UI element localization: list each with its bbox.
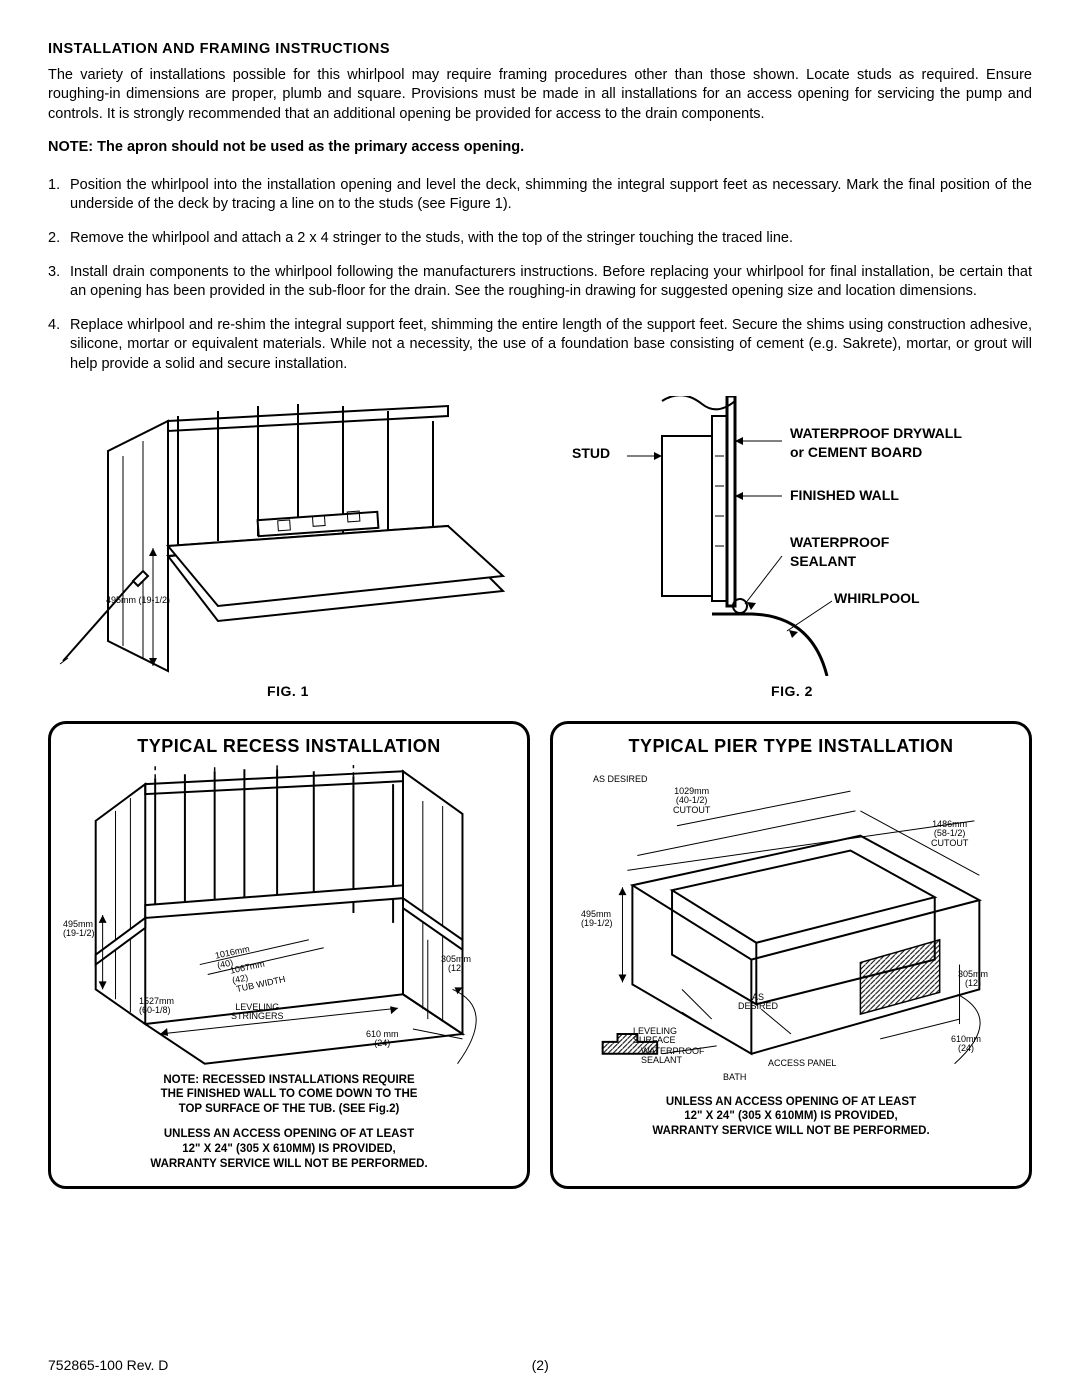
pB-asdesired2: AS DESIRED (738, 993, 778, 1013)
footer-page: (2) (532, 1356, 549, 1375)
pB-acc: ACCESS PANEL (768, 1059, 836, 1069)
step-num: 3. (48, 263, 70, 302)
figure-1: 495mm (19-1/2) FIG. 1 (48, 396, 528, 701)
pA-d5: 305mm (12) (441, 955, 471, 975)
fig2-c2: FINISHED WALL (790, 486, 899, 505)
pB-d5: 610mm (24) (951, 1035, 981, 1055)
fig2-c1: WATERPROOF DRYWALL or CEMENT BOARD (790, 424, 962, 462)
pA-leveling: LEVELING STRINGERS (231, 1003, 284, 1023)
page-footer: 752865-100 Rev. D (2) (48, 1356, 1032, 1375)
panel-pier: TYPICAL PIER TYPE INSTALLATION (550, 721, 1032, 1189)
intro-text: The variety of installations possible fo… (48, 66, 1032, 125)
pB-d1: 1029mm (40-1/2) CUTOUT (673, 787, 710, 817)
lower-panels-row: TYPICAL RECESS INSTALLATION (48, 721, 1032, 1189)
step-num: 4. (48, 316, 70, 375)
pA-d6: 610 mm (24) (366, 1030, 399, 1050)
panel-a-diagram (61, 765, 517, 1065)
fig2-label: FIG. 2 (552, 682, 1032, 701)
pA-note2: UNLESS AN ACCESS OPENING OF AT LEAST 12"… (61, 1127, 517, 1172)
step-num: 1. (48, 176, 70, 215)
step-text: Position the whirlpool into the installa… (70, 176, 1032, 215)
pB-d2: 1486mm (58-1/2) CUTOUT (931, 820, 968, 850)
pB-lev: LEVELING SURFACE (633, 1027, 677, 1047)
step-num: 2. (48, 229, 70, 249)
pA-d2: 1527mm (60-1/8) (139, 997, 174, 1017)
pB-bath: BATH (723, 1073, 746, 1083)
note-text: NOTE: The apron should not be used as th… (48, 138, 1032, 158)
pA-d1: 495mm (19-1/2) (63, 920, 95, 940)
pB-d3: 495mm (19-1/2) (581, 910, 613, 930)
panel-recess: TYPICAL RECESS INSTALLATION (48, 721, 530, 1189)
fig2-stud-label: STUD (572, 444, 610, 463)
step-text: Install drain components to the whirlpoo… (70, 263, 1032, 302)
footer-left: 752865-100 Rev. D (48, 1356, 168, 1375)
pB-d4: 305mm (12) (958, 970, 988, 990)
pB-asdesired: AS DESIRED (593, 775, 648, 785)
fig1-dim: 495mm (19-1/2) (106, 596, 170, 606)
panel-a-title: TYPICAL RECESS INSTALLATION (61, 734, 517, 758)
pB-note: UNLESS AN ACCESS OPENING OF AT LEAST 12"… (563, 1095, 1019, 1140)
fig1-label: FIG. 1 (48, 682, 528, 701)
fig1-diagram (48, 396, 528, 676)
panel-b-title: TYPICAL PIER TYPE INSTALLATION (563, 734, 1019, 758)
top-figures-row: 495mm (19-1/2) FIG. 1 (48, 396, 1032, 701)
panel-b-diagram (563, 765, 1019, 1065)
step-text: Remove the whirlpool and attach a 2 x 4 … (70, 229, 1032, 249)
fig2-c3: WATERPROOF SEALANT (790, 533, 889, 571)
pA-note1: NOTE: RECESSED INSTALLATIONS REQUIRE THE… (61, 1073, 517, 1118)
step-text: Replace whirlpool and re-shim the integr… (70, 316, 1032, 375)
section-title: INSTALLATION AND FRAMING INSTRUCTIONS (48, 40, 1032, 60)
pB-wp: WATERPROOF SEALANT (641, 1047, 705, 1067)
figure-2: STUD WATERPROOF DRYWALL or CEMENT BOARD … (552, 396, 1032, 701)
steps-list: 1.Position the whirlpool into the instal… (48, 176, 1032, 375)
fig2-c4: WHIRLPOOL (834, 589, 920, 608)
